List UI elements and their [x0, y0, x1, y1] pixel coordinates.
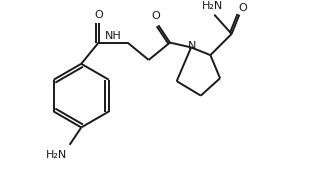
Text: NH: NH — [105, 31, 121, 41]
Text: O: O — [151, 11, 160, 21]
Text: O: O — [94, 10, 103, 20]
Text: N: N — [188, 41, 196, 51]
Text: H₂N: H₂N — [202, 1, 223, 11]
Text: H₂N: H₂N — [46, 150, 67, 160]
Text: O: O — [239, 3, 248, 13]
